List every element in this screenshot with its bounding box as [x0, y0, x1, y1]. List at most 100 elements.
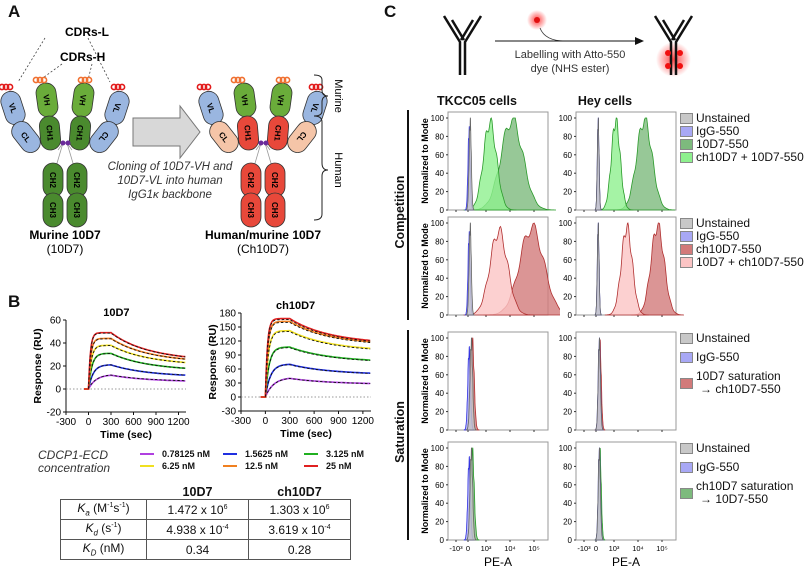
y-tick-label: 20 [563, 188, 572, 197]
vl-domain-left: VL [0, 90, 26, 126]
spr-series-12-5-nM [260, 320, 371, 398]
legend-swatch [680, 443, 693, 454]
legend-label: Unstained [696, 217, 750, 230]
y-tick-label: 40 [435, 169, 444, 178]
legend-label: IgG-550 [696, 461, 739, 474]
labelling-text-2: dye (NHS ester) [531, 63, 610, 75]
svg-text:VL: VL [7, 102, 19, 115]
murine-title: Murine 10D7 [29, 228, 101, 242]
svg-text:CH3: CH3 [246, 202, 255, 219]
value-10d7-cell: 1.472 x 106 [146, 499, 249, 520]
svg-text:VL: VL [309, 102, 321, 115]
y-tick-label: 80 [563, 462, 572, 471]
legend-label-line1: ch10D7 + 10D7-550 [696, 150, 804, 164]
spr-series-0-78125-nM [260, 377, 371, 398]
legend-label: 12.5 nM [245, 461, 279, 471]
value-ch10d7: 1.303 x 10 [269, 502, 326, 517]
panel-a-letter: A [8, 2, 21, 21]
y-tick-label: 60 [435, 371, 444, 380]
col-title-tkcc05: TKCC05 cells [437, 94, 517, 108]
value-10d7: 1.472 x 10 [167, 502, 224, 517]
flow-legend-2: Unstained IgG-550 ch10D7-550 10D7 + ch10D7-… [680, 217, 804, 269]
value-ch10d7: 3.619 x 10 [268, 522, 325, 537]
spr-fit-line [88, 364, 186, 389]
x-tick-label: 900 [330, 416, 347, 427]
x-tick-label: 10⁴ [632, 544, 644, 553]
cloning-arrow-icon [132, 104, 201, 160]
y-tick-label: 100 [559, 444, 573, 453]
y-tick-label: 60 [563, 371, 572, 380]
antibody-diagram: CDRs-L CDRs-H VL CL VL CL VH CH1 VH CH1 CH2 CH2 CH… [0, 25, 344, 256]
histogram-unstained [465, 337, 477, 431]
concentration-legend-item: 3.125 nM [304, 449, 380, 459]
legend-label-line1: Unstained [696, 331, 751, 345]
table-row: Ka (M-1s-1) 1.472 x 106 1.303 x 106 [60, 499, 351, 520]
saturation-group-label: Saturation [393, 401, 407, 463]
ch1-domain-left: CH1 [236, 115, 260, 151]
ch2-domain-right: CH2 [264, 162, 286, 198]
svg-text:VH: VH [41, 94, 51, 106]
y-tick-label: -30 [222, 407, 237, 418]
legend-line-swatch [304, 465, 318, 467]
svg-text:CH1: CH1 [44, 125, 54, 142]
labelling-arrowhead-icon [635, 37, 644, 45]
legend-label-line2: → 10D7-550 [700, 492, 769, 506]
svg-text:CH2: CH2 [246, 172, 255, 189]
spr-series-1-5625-nM [84, 363, 186, 390]
spr-title: 10D7 [103, 307, 129, 319]
x-tick-label: 0 [86, 417, 92, 428]
histogram-ch10d7-10d7-550 [598, 117, 634, 211]
concentration-legend-item: 12.5 nM [223, 461, 304, 471]
competition-group-bar [407, 110, 409, 320]
y-tick-label: 80 [435, 462, 444, 471]
legend-swatch [680, 152, 693, 163]
ch2-domain-left: CH2 [240, 162, 262, 198]
y-tick-label: 90 [225, 351, 237, 362]
y-tick-label: 0 [440, 536, 445, 545]
x-tick-label: 10³ [609, 544, 620, 553]
flow-legend-4: Unstained IgG-550 ch10D7 saturation → 10D7-… [680, 442, 793, 512]
spr-fit-line [264, 347, 371, 397]
svg-text:CH2: CH2 [72, 172, 81, 189]
y-tick-label: 0 [440, 426, 445, 435]
spr-fit-line [264, 364, 371, 397]
value-10d7: 0.34 [185, 542, 210, 557]
svg-text:CH3: CH3 [48, 202, 57, 219]
atto550-dye-icon [534, 17, 540, 23]
value-ch10d7-cell: 1.303 x 106 [248, 499, 351, 520]
y-tick-label: 60 [435, 481, 444, 490]
y-axis-label: Normalized to Mode [420, 338, 430, 424]
legend-label-line1: IgG-550 [696, 460, 740, 474]
legend-line-swatch [223, 465, 237, 467]
legend-label-line2: → ch10D7-550 [700, 382, 781, 396]
competition-group-label: Competition [393, 175, 407, 249]
legend-item: Unstained [680, 217, 804, 230]
human-bracket-label: Human [332, 152, 344, 187]
table-header-empty [61, 485, 147, 500]
spr-fit-line [88, 345, 186, 389]
y-tick-label: 20 [435, 408, 444, 417]
svg-text:CH3: CH3 [72, 202, 81, 219]
legend-item: 10D7 + ch10D7-550 [680, 256, 804, 269]
murine-antibody: VL CL VL CL VH CH1 VH CH1 CH2 CH2 CH3 CH3 [0, 76, 130, 228]
legend-swatch [680, 113, 693, 124]
value-exponent: 6 [325, 503, 330, 511]
x-tick-label: 1200 [352, 416, 375, 427]
cloning-caption-1: Cloning of 10D7-VH and [108, 161, 233, 173]
unit-sup: -1 [107, 502, 114, 510]
y-tick-label: 0 [568, 426, 573, 435]
cdr-h-loops-left [32, 76, 48, 84]
y-tick-label: 180 [219, 309, 236, 320]
x-tick-label: -10³ [577, 544, 591, 553]
y-tick-label: 80 [563, 352, 572, 361]
labelled-antibody-icon [653, 15, 694, 75]
histogram-unstained [465, 222, 475, 316]
svg-text:CH3: CH3 [270, 202, 279, 219]
unit-text: (nM) [96, 541, 125, 556]
x-tick-label: 10⁵ [656, 544, 667, 553]
legend-label: 3.125 nM [326, 449, 365, 459]
legend-label: 0.78125 nM [162, 449, 211, 459]
y-tick-label: -20 [47, 408, 62, 419]
param-cell: Ka (M-1s-1) [60, 499, 147, 520]
